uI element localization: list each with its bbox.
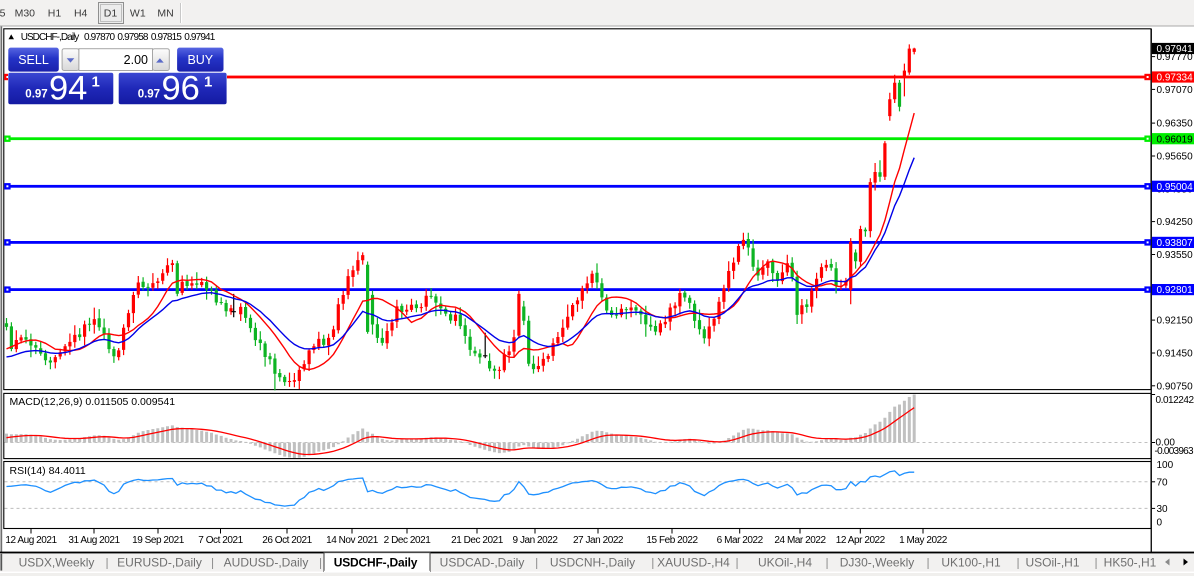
svg-text:1 May 2022: 1 May 2022 — [899, 535, 948, 546]
svg-text:0.00: 0.00 — [1156, 437, 1176, 448]
svg-text:BUY: BUY — [187, 53, 213, 67]
svg-text:27 Jan 2022: 27 Jan 2022 — [573, 535, 624, 546]
svg-text:0.92150: 0.92150 — [1157, 316, 1194, 327]
svg-text:9 Jan 2022: 9 Jan 2022 — [513, 535, 559, 546]
svg-text:0.97870 0.97958 0.97815 0.9794: 0.97870 0.97958 0.97815 0.97941 — [84, 32, 216, 43]
svg-text:-0.003963: -0.003963 — [1155, 446, 1194, 457]
svg-text:0.012242: 0.012242 — [1156, 395, 1194, 406]
svg-text:|: | — [651, 556, 654, 570]
svg-text:RSI(14) 84.4011: RSI(14) 84.4011 — [10, 465, 86, 477]
svg-text:USDCNH-,Daily: USDCNH-,Daily — [550, 556, 635, 570]
svg-text:|: | — [926, 556, 929, 570]
svg-text:MACD(12,26,9) 0.011505 0.00954: MACD(12,26,9) 0.011505 0.009541 — [10, 396, 176, 408]
svg-text:USDCHF-,Daily: USDCHF-,Daily — [21, 32, 80, 43]
svg-text:31 Aug 2021: 31 Aug 2021 — [68, 535, 120, 546]
svg-text:0.97: 0.97 — [25, 89, 47, 101]
svg-text:12 Apr 2022: 12 Apr 2022 — [836, 535, 886, 546]
svg-text:DJ30-,Weekly: DJ30-,Weekly — [840, 556, 914, 570]
svg-text:0.93550: 0.93550 — [1157, 250, 1194, 261]
svg-text:96: 96 — [162, 69, 200, 107]
svg-text:12 Aug 2021: 12 Aug 2021 — [5, 535, 57, 546]
svg-text:H1: H1 — [48, 8, 62, 20]
svg-text:1: 1 — [92, 74, 100, 91]
svg-text:0.93807: 0.93807 — [1157, 238, 1194, 249]
svg-text:|: | — [825, 556, 828, 570]
svg-text:0.97334: 0.97334 — [1157, 73, 1194, 84]
svg-text:USDX,Weekly: USDX,Weekly — [19, 556, 95, 570]
svg-text:30: 30 — [1157, 504, 1169, 515]
svg-text:USOil-,H1: USOil-,H1 — [1025, 556, 1079, 570]
svg-text:D1: D1 — [104, 8, 118, 20]
svg-text:0.91450: 0.91450 — [1157, 349, 1194, 360]
svg-text:AUDUSD-,Daily: AUDUSD-,Daily — [224, 556, 309, 570]
svg-text:M30: M30 — [15, 8, 36, 20]
svg-text:H4: H4 — [74, 8, 88, 20]
svg-text:UKOil-,H4: UKOil-,H4 — [758, 556, 812, 570]
svg-text:USDCAD-,Daily: USDCAD-,Daily — [440, 556, 525, 570]
svg-text:6 Mar 2022: 6 Mar 2022 — [717, 535, 764, 546]
svg-text:|: | — [319, 556, 322, 570]
svg-text:0.95650: 0.95650 — [1157, 152, 1194, 163]
svg-text:0.92801: 0.92801 — [1157, 285, 1194, 296]
svg-text:15 Feb 2022: 15 Feb 2022 — [646, 535, 698, 546]
svg-text:2 Dec 2021: 2 Dec 2021 — [384, 535, 432, 546]
svg-text:XAUUSD-,H4: XAUUSD-,H4 — [657, 556, 730, 570]
svg-text:94: 94 — [49, 69, 87, 107]
svg-text:UK100-,H1: UK100-,H1 — [941, 556, 1001, 570]
svg-text:70: 70 — [1157, 477, 1169, 488]
svg-text:0.97: 0.97 — [138, 89, 160, 101]
svg-text:0.95004: 0.95004 — [1157, 182, 1194, 193]
svg-text:0.97070: 0.97070 — [1157, 85, 1194, 96]
svg-text:USDCHF-,Daily: USDCHF-,Daily — [334, 556, 418, 570]
svg-text:7 Oct 2021: 7 Oct 2021 — [198, 535, 243, 546]
svg-text:EURUSD-,Daily: EURUSD-,Daily — [117, 556, 202, 570]
svg-text:|: | — [535, 556, 538, 570]
svg-text:0.97770: 0.97770 — [1157, 52, 1194, 63]
svg-text:W1: W1 — [130, 8, 146, 20]
svg-text:SELL: SELL — [18, 53, 49, 67]
svg-text:2.00: 2.00 — [124, 53, 148, 67]
svg-text:|: | — [105, 556, 108, 570]
svg-text:0.90750: 0.90750 — [1157, 381, 1194, 392]
svg-text:24 Mar 2022: 24 Mar 2022 — [774, 535, 826, 546]
svg-text:0.94250: 0.94250 — [1157, 217, 1194, 228]
svg-text:1: 1 — [204, 74, 212, 91]
svg-text:5: 5 — [0, 8, 6, 20]
svg-text:|: | — [1016, 556, 1019, 570]
svg-text:0.97941: 0.97941 — [1157, 44, 1194, 55]
svg-text:100: 100 — [1157, 460, 1174, 471]
svg-text:26 Oct 2021: 26 Oct 2021 — [262, 535, 312, 546]
svg-text:21 Dec 2021: 21 Dec 2021 — [451, 535, 504, 546]
svg-text:0: 0 — [1157, 517, 1163, 528]
svg-text:|: | — [211, 556, 214, 570]
svg-text:|: | — [1094, 556, 1097, 570]
svg-text:|: | — [735, 556, 738, 570]
svg-text:HK50-,H1: HK50-,H1 — [1104, 556, 1157, 570]
svg-text:0.96019: 0.96019 — [1157, 134, 1194, 145]
svg-text:19 Sep 2021: 19 Sep 2021 — [132, 535, 185, 546]
svg-text:MN: MN — [157, 8, 173, 20]
svg-text:14 Nov 2021: 14 Nov 2021 — [326, 535, 379, 546]
svg-text:0.96350: 0.96350 — [1157, 119, 1194, 130]
